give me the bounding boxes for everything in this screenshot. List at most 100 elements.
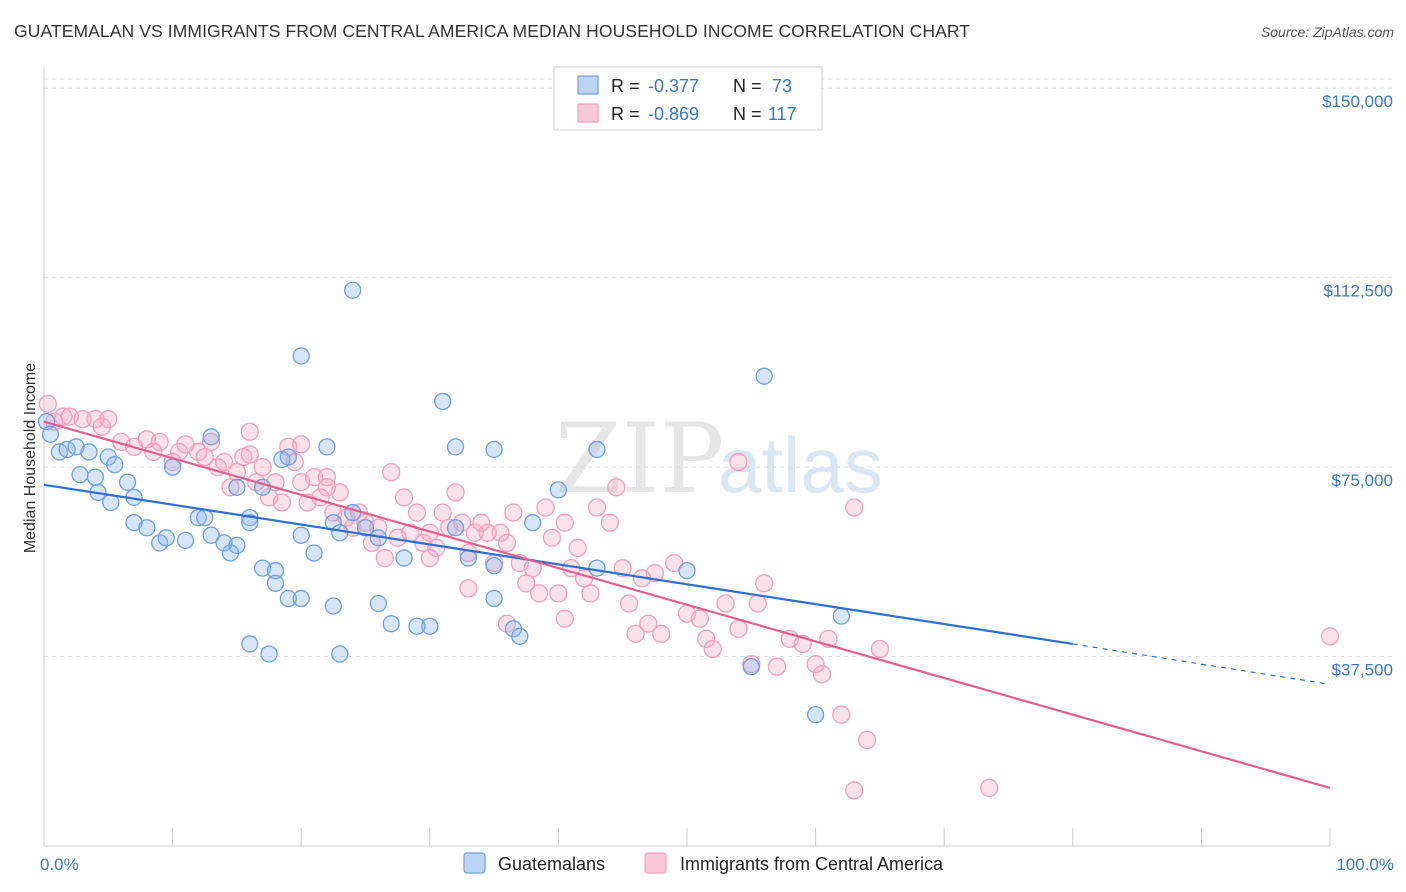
point-guatemalans xyxy=(221,544,240,562)
point-immigrants xyxy=(600,513,619,532)
point-immigrants xyxy=(202,432,221,451)
point-immigrants xyxy=(465,523,484,542)
point-immigrants xyxy=(420,548,439,568)
point-guatemalans xyxy=(279,589,297,608)
point-immigrants xyxy=(755,574,774,593)
point-guatemalans xyxy=(292,347,310,365)
point-immigrants xyxy=(529,584,549,603)
point-guatemalans xyxy=(202,428,220,446)
bottom-legend-label-immigrants: Immigrants from Central America xyxy=(680,854,944,874)
correlation-legend: R = -0.377 N = 73 R = -0.869 N = 117 xyxy=(553,66,823,131)
y-tick-labels: $37,500 $75,000 $112,500 $150,000 xyxy=(1322,92,1393,679)
point-guatemalans xyxy=(260,645,278,663)
point-guatemalans xyxy=(446,438,465,456)
point-guatemalans xyxy=(228,478,246,496)
legend-swatch-blue xyxy=(577,75,599,95)
point-guatemalans xyxy=(266,574,285,592)
point-immigrants xyxy=(748,594,767,613)
bottom-legend-swatch-blue xyxy=(463,852,486,874)
series-guatemalans-points xyxy=(37,281,850,724)
point-guatemalans xyxy=(806,705,825,724)
point-guatemalans xyxy=(118,473,137,491)
point-guatemalans xyxy=(202,526,220,544)
point-immigrants xyxy=(504,503,523,522)
y-tick-label: $75,000 xyxy=(1332,471,1393,490)
point-guatemalans xyxy=(485,589,503,608)
point-guatemalans xyxy=(253,559,272,577)
point-immigrants xyxy=(317,468,337,487)
trend-line-guatemalans-extension xyxy=(1072,643,1331,685)
point-immigrants xyxy=(497,533,517,553)
point-guatemalans xyxy=(80,443,98,461)
point-immigrants xyxy=(317,478,337,497)
watermark-atlas: atlas xyxy=(718,421,883,509)
trend-line-guatemalans xyxy=(43,483,1073,646)
legend-n-label-2: N = xyxy=(733,104,762,124)
point-immigrants xyxy=(619,594,639,613)
point-immigrants xyxy=(240,422,259,441)
point-immigrants xyxy=(767,657,787,676)
point-immigrants xyxy=(375,548,394,568)
y-axis-label: Median Household Income xyxy=(22,363,39,553)
watermark: ZIP atlas xyxy=(555,403,883,515)
point-guatemalans xyxy=(382,615,400,633)
point-guatemalans xyxy=(421,617,439,635)
point-immigrants xyxy=(639,614,658,633)
point-guatemalans xyxy=(459,549,478,567)
point-immigrants xyxy=(195,447,214,467)
point-immigrants xyxy=(304,468,324,487)
point-immigrants xyxy=(626,624,645,643)
point-guatemalans xyxy=(331,645,349,663)
x-axis-ticks xyxy=(43,828,1331,846)
point-immigrants xyxy=(253,457,272,477)
point-guatemalans xyxy=(292,526,310,544)
point-guatemalans xyxy=(241,514,259,532)
point-immigrants xyxy=(38,394,58,414)
point-immigrants xyxy=(555,513,574,532)
point-immigrants xyxy=(845,781,864,800)
point-immigrants xyxy=(54,407,73,426)
point-guatemalans xyxy=(755,367,773,385)
point-immigrants xyxy=(446,483,465,502)
watermark-zip: ZIP xyxy=(555,403,724,515)
point-immigrants xyxy=(652,624,671,643)
point-guatemalans xyxy=(324,597,343,615)
point-immigrants xyxy=(240,445,259,464)
point-immigrants xyxy=(832,705,851,724)
point-guatemalans xyxy=(176,531,195,550)
point-immigrants xyxy=(221,478,240,497)
point-immigrants xyxy=(703,639,722,659)
point-immigrants xyxy=(697,629,716,649)
legend-swatch-pink xyxy=(577,103,599,123)
point-immigrants xyxy=(394,488,414,507)
point-immigrants xyxy=(214,452,234,472)
point-immigrants xyxy=(433,503,452,522)
point-guatemalans xyxy=(395,549,413,567)
legend-r-value-1: -0.377 xyxy=(648,76,699,96)
point-guatemalans xyxy=(125,514,143,532)
point-immigrants xyxy=(382,463,401,482)
point-guatemalans xyxy=(588,559,606,577)
point-guatemalans xyxy=(678,562,696,580)
point-guatemalans xyxy=(196,508,214,527)
chart-source: Source: ZipAtlas.com xyxy=(1260,24,1394,40)
point-immigrants xyxy=(459,579,478,598)
point-immigrants xyxy=(555,609,574,628)
point-guatemalans xyxy=(511,627,529,645)
point-guatemalans xyxy=(106,455,124,474)
point-immigrants xyxy=(1320,627,1340,646)
point-immigrants xyxy=(690,609,710,628)
point-guatemalans xyxy=(318,438,336,456)
point-guatemalans xyxy=(408,617,426,635)
point-immigrants xyxy=(420,523,439,542)
x-tick-label-max: 100.0% xyxy=(1336,855,1394,874)
bottom-legend-swatch-pink xyxy=(644,852,667,874)
legend-r-label-2: R = xyxy=(611,104,640,124)
legend-n-value-1: 73 xyxy=(772,76,792,96)
bottom-legend-label-guatemalans: Guatemalans xyxy=(498,854,605,874)
gridlines xyxy=(44,78,1392,658)
point-immigrants xyxy=(73,409,92,429)
point-immigrants xyxy=(407,503,427,522)
point-immigrants xyxy=(427,538,446,558)
